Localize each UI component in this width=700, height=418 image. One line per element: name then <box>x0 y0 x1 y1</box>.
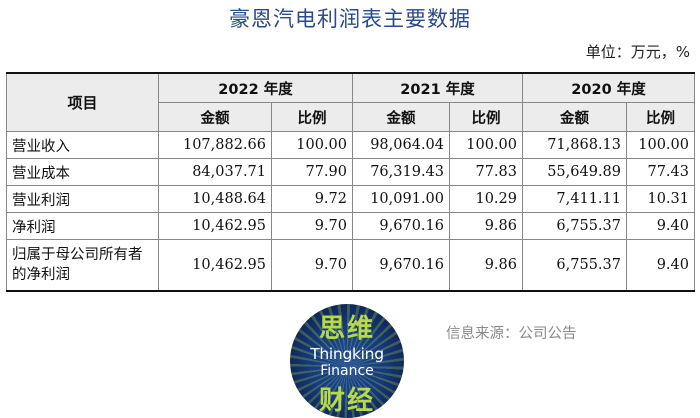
cell-amount-2020: 71,868.13 <box>522 131 627 159</box>
cell-ratio-2020: 77.43 <box>626 158 695 186</box>
cell-amount-2020: 6,755.37 <box>522 239 627 292</box>
cell-ratio-2020: 9.40 <box>626 212 695 240</box>
cell-amount-2021: 9,670.16 <box>352 239 450 292</box>
thinking-finance-logo: 思维 Thingking Finance 财经 <box>290 304 404 418</box>
income-statement-table: 项目 2022 年度 2021 年度 2020 年度 金额 比例 金额 比例 金… <box>6 72 695 292</box>
table-row: 净利润 10,462.95 9.70 9,670.16 9.86 6,755.3… <box>6 212 695 240</box>
amount-header: 金额 <box>522 102 627 132</box>
item-header: 项目 <box>6 72 159 132</box>
table-row: 营业成本 84,037.71 77.90 76,319.43 77.83 55,… <box>6 158 695 186</box>
table-row: 归属于母公司所有者的净利润 10,462.95 9.70 9,670.16 9.… <box>6 239 695 292</box>
logo-english-line1: Thingking <box>310 345 384 363</box>
cell-ratio-2021: 100.00 <box>449 131 523 159</box>
amount-header: 金额 <box>352 102 450 132</box>
ratio-header: 比例 <box>626 102 695 132</box>
row-label: 归属于母公司所有者的净利润 <box>6 239 159 292</box>
cell-ratio-2020: 9.40 <box>626 239 695 292</box>
cell-ratio-2022: 100.00 <box>271 131 353 159</box>
cell-ratio-2022: 9.70 <box>271 239 353 292</box>
amount-header: 金额 <box>158 102 272 132</box>
cell-amount-2020: 7,411.11 <box>522 185 627 213</box>
ratio-header: 比例 <box>449 102 523 132</box>
logo-bottom-text: 财经 <box>318 386 375 416</box>
cell-amount-2021: 10,091.00 <box>352 185 450 213</box>
cell-amount-2022: 10,462.95 <box>158 239 272 292</box>
cell-amount-2021: 9,670.16 <box>352 212 450 240</box>
source-note: 信息来源：公司公告 <box>446 326 577 342</box>
cell-ratio-2021: 77.83 <box>449 158 523 186</box>
cell-amount-2021: 98,064.04 <box>352 131 450 159</box>
cell-ratio-2021: 10.29 <box>449 185 523 213</box>
logo-top-text: 思维 <box>318 314 375 344</box>
year-header-2020: 2020 年度 <box>522 72 695 103</box>
logo-rays <box>290 304 404 418</box>
cell-ratio-2022: 9.70 <box>271 212 353 240</box>
cell-ratio-2022: 77.90 <box>271 158 353 186</box>
logo-english-line2: Finance <box>320 363 374 379</box>
unit-note: 单位：万元，% <box>585 43 690 61</box>
year-header-2022: 2022 年度 <box>158 72 353 103</box>
row-label: 净利润 <box>6 212 159 240</box>
cell-ratio-2020: 10.31 <box>626 185 695 213</box>
cell-ratio-2021: 9.86 <box>449 212 523 240</box>
table-row: 营业收入 107,882.66 100.00 98,064.04 100.00 … <box>6 131 695 159</box>
cell-ratio-2022: 9.72 <box>271 185 353 213</box>
ratio-header: 比例 <box>271 102 353 132</box>
cell-ratio-2021: 9.86 <box>449 239 523 292</box>
table-row: 营业利润 10,488.64 9.72 10,091.00 10.29 7,41… <box>6 185 695 213</box>
cell-amount-2022: 10,488.64 <box>158 185 272 213</box>
cell-ratio-2020: 100.00 <box>626 131 695 159</box>
row-label: 营业利润 <box>6 185 159 213</box>
row-label: 营业成本 <box>6 158 159 186</box>
cell-amount-2020: 55,649.89 <box>522 158 627 186</box>
cell-amount-2020: 6,755.37 <box>522 212 627 240</box>
cell-amount-2021: 76,319.43 <box>352 158 450 186</box>
cell-amount-2022: 84,037.71 <box>158 158 272 186</box>
cell-amount-2022: 107,882.66 <box>158 131 272 159</box>
page-title: 豪恩汽电利润表主要数据 <box>229 7 471 31</box>
year-header-2021: 2021 年度 <box>352 72 523 103</box>
row-label: 营业收入 <box>6 131 159 159</box>
cell-amount-2022: 10,462.95 <box>158 212 272 240</box>
